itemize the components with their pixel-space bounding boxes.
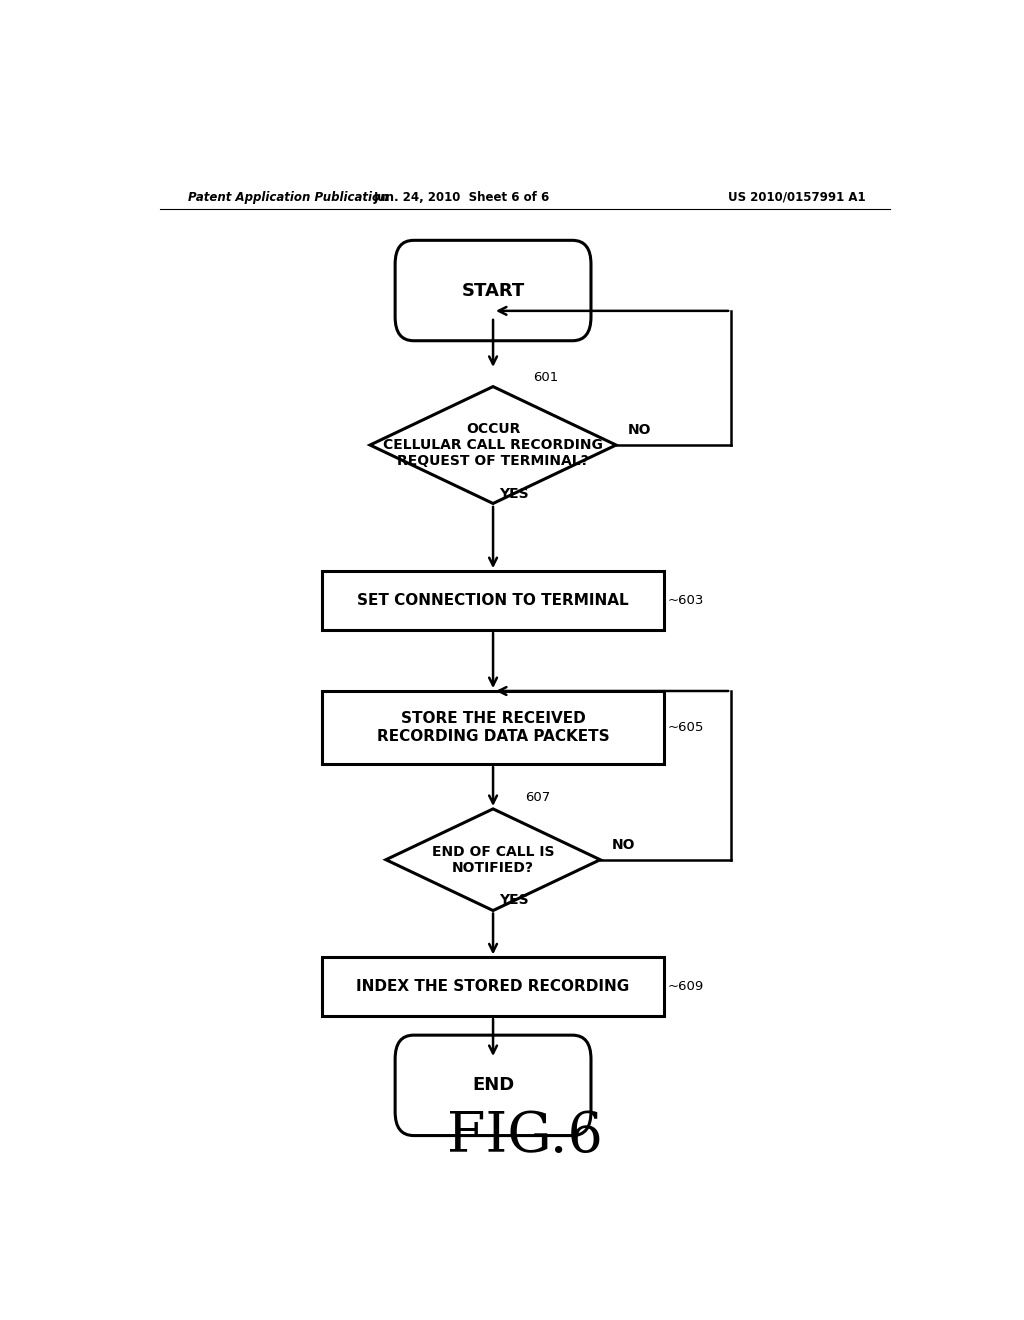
Text: ~605: ~605 [668, 721, 705, 734]
Text: INDEX THE STORED RECORDING: INDEX THE STORED RECORDING [356, 979, 630, 994]
Text: YES: YES [500, 894, 529, 907]
Text: NO: NO [612, 838, 636, 851]
FancyBboxPatch shape [395, 240, 591, 341]
Bar [323, 572, 664, 630]
Polygon shape [386, 809, 600, 911]
Text: END: END [472, 1076, 514, 1094]
Text: YES: YES [500, 487, 529, 500]
Text: 601: 601 [532, 371, 558, 384]
FancyBboxPatch shape [395, 1035, 591, 1135]
Bar [323, 957, 664, 1016]
Text: SET CONNECTION TO TERMINAL: SET CONNECTION TO TERMINAL [357, 593, 629, 609]
Polygon shape [370, 387, 616, 503]
Text: ~609: ~609 [668, 981, 703, 993]
Text: FIG.6: FIG.6 [446, 1109, 603, 1163]
Text: Patent Application Publication: Patent Application Publication [187, 190, 388, 203]
Text: OCCUR
CELLULAR CALL RECORDING
REQUEST OF TERMINAL?: OCCUR CELLULAR CALL RECORDING REQUEST OF… [383, 422, 603, 469]
Text: US 2010/0157991 A1: US 2010/0157991 A1 [728, 190, 866, 203]
Text: Jun. 24, 2010  Sheet 6 of 6: Jun. 24, 2010 Sheet 6 of 6 [373, 190, 550, 203]
Text: STORE THE RECEIVED
RECORDING DATA PACKETS: STORE THE RECEIVED RECORDING DATA PACKET… [377, 711, 609, 743]
Text: NO: NO [628, 422, 651, 437]
Text: ~603: ~603 [668, 594, 705, 607]
Text: END OF CALL IS
NOTIFIED?: END OF CALL IS NOTIFIED? [432, 845, 554, 875]
Text: 607: 607 [524, 791, 550, 804]
Bar [323, 690, 664, 764]
Text: START: START [462, 281, 524, 300]
